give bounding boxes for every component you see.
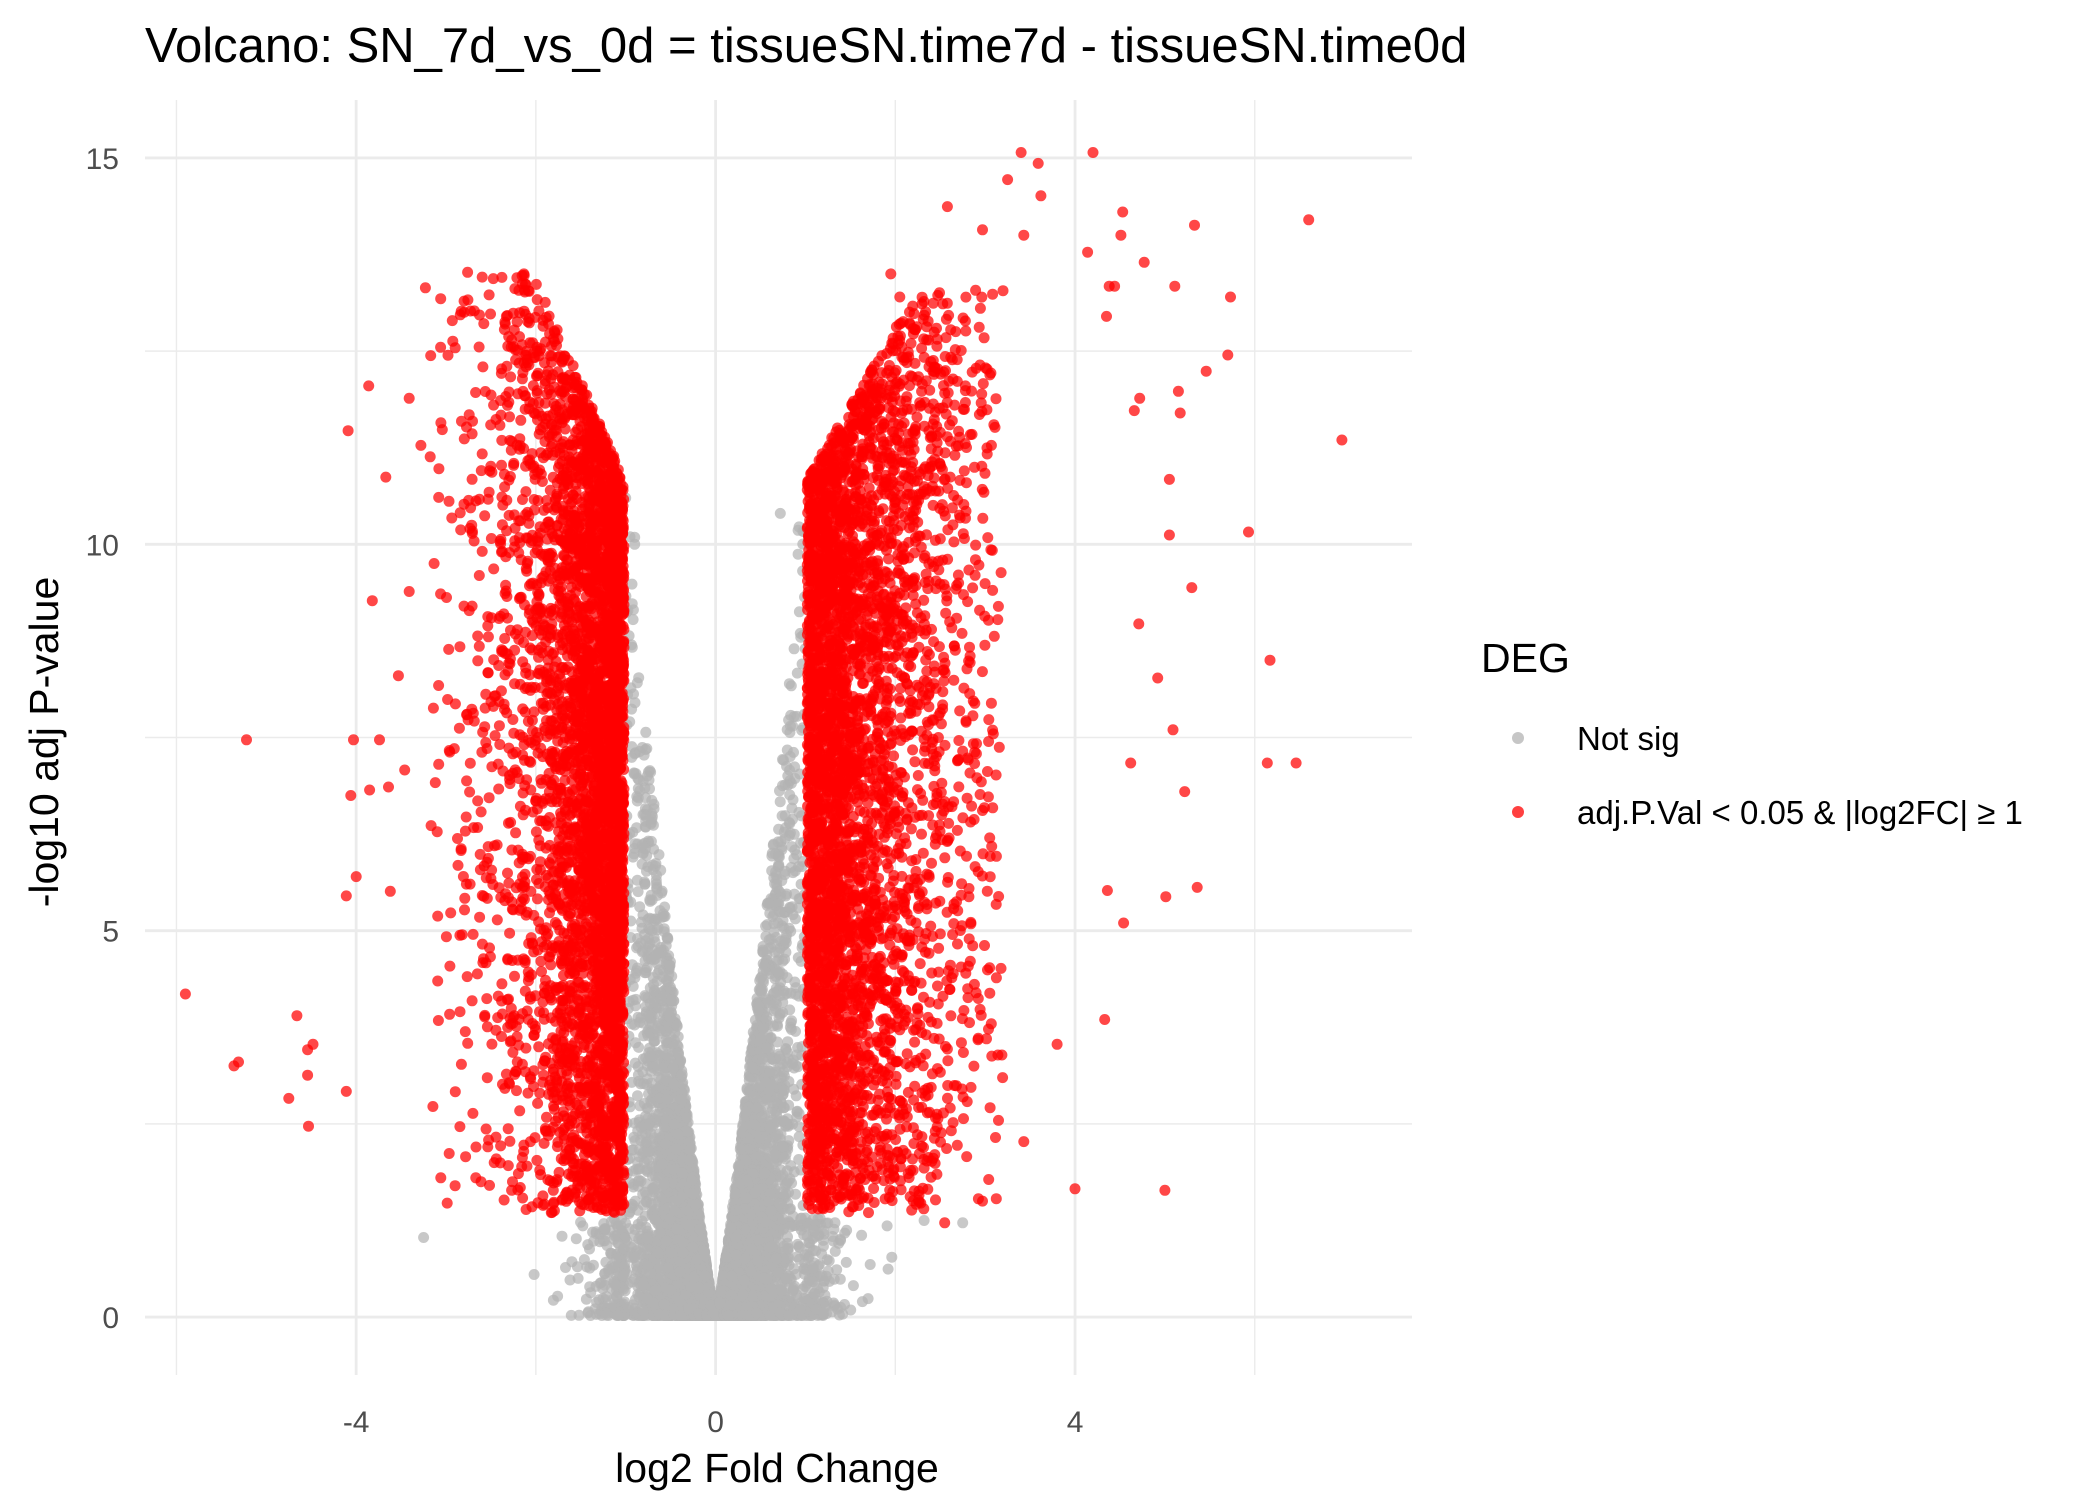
point-not-sig: [628, 688, 639, 700]
point-not-sig: [633, 672, 645, 684]
point-not-sig: [626, 1076, 638, 1088]
point-not-sig: [630, 993, 642, 1005]
point-not-sig: [634, 901, 646, 913]
point-not-sig: [856, 1229, 868, 1241]
point-not-sig: [784, 789, 796, 801]
point-not-sig: [787, 813, 798, 825]
point-not-sig: [784, 751, 796, 762]
point-not-sig: [638, 1078, 650, 1090]
point-not-sig: [779, 779, 791, 791]
point-not-sig: [790, 1188, 801, 1200]
series-not-sig: [418, 492, 969, 1321]
point-not-sig: [831, 1264, 843, 1276]
point-not-sig: [575, 1216, 587, 1228]
point-not-sig: [547, 1294, 559, 1306]
point-not-sig: [840, 1256, 852, 1268]
point-not-sig: [881, 1220, 893, 1232]
point-not-sig: [556, 1230, 568, 1242]
point-not-sig: [648, 798, 660, 810]
point-not-sig: [791, 667, 803, 679]
point-not-sig: [628, 1239, 640, 1251]
point-not-sig: [829, 1245, 841, 1257]
point-not-sig: [886, 1251, 898, 1263]
point-not-sig: [781, 724, 793, 736]
point-not-sig: [640, 726, 652, 738]
point-not-sig: [757, 944, 769, 956]
point-not-sig: [829, 1217, 841, 1229]
